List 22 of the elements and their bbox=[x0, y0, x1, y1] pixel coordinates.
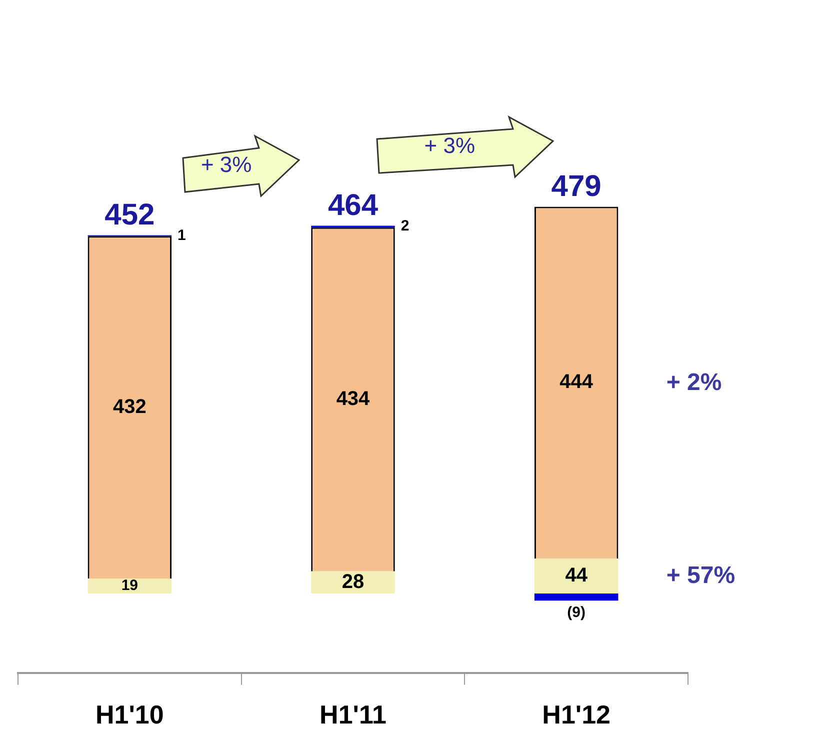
x-tick-label: H1'11 bbox=[320, 700, 386, 730]
total-label: 464 bbox=[328, 189, 378, 222]
annotation: + 2% bbox=[666, 368, 722, 397]
x-tick-label: H1'12 bbox=[542, 700, 611, 730]
bar bbox=[88, 578, 172, 594]
data-label: 28 bbox=[342, 570, 364, 593]
data-label: 2 bbox=[400, 218, 410, 235]
data-label: 1 bbox=[178, 226, 186, 244]
data-label: 44 bbox=[565, 564, 588, 587]
text: + 3% bbox=[423, 132, 476, 159]
bar bbox=[534, 594, 618, 601]
total-label: 452 bbox=[104, 198, 155, 232]
x-tick-label: H1'10 bbox=[95, 700, 164, 730]
data-label: (9) bbox=[567, 604, 586, 621]
data-label: 19 bbox=[121, 577, 138, 594]
data-label: 444 bbox=[560, 371, 594, 394]
annotation: + 57% bbox=[666, 562, 736, 590]
data-label: 432 bbox=[112, 396, 146, 418]
total-label: 479 bbox=[551, 170, 602, 204]
data-label: 434 bbox=[336, 388, 371, 410]
bar bbox=[534, 558, 618, 594]
text: + 3% bbox=[200, 152, 253, 178]
